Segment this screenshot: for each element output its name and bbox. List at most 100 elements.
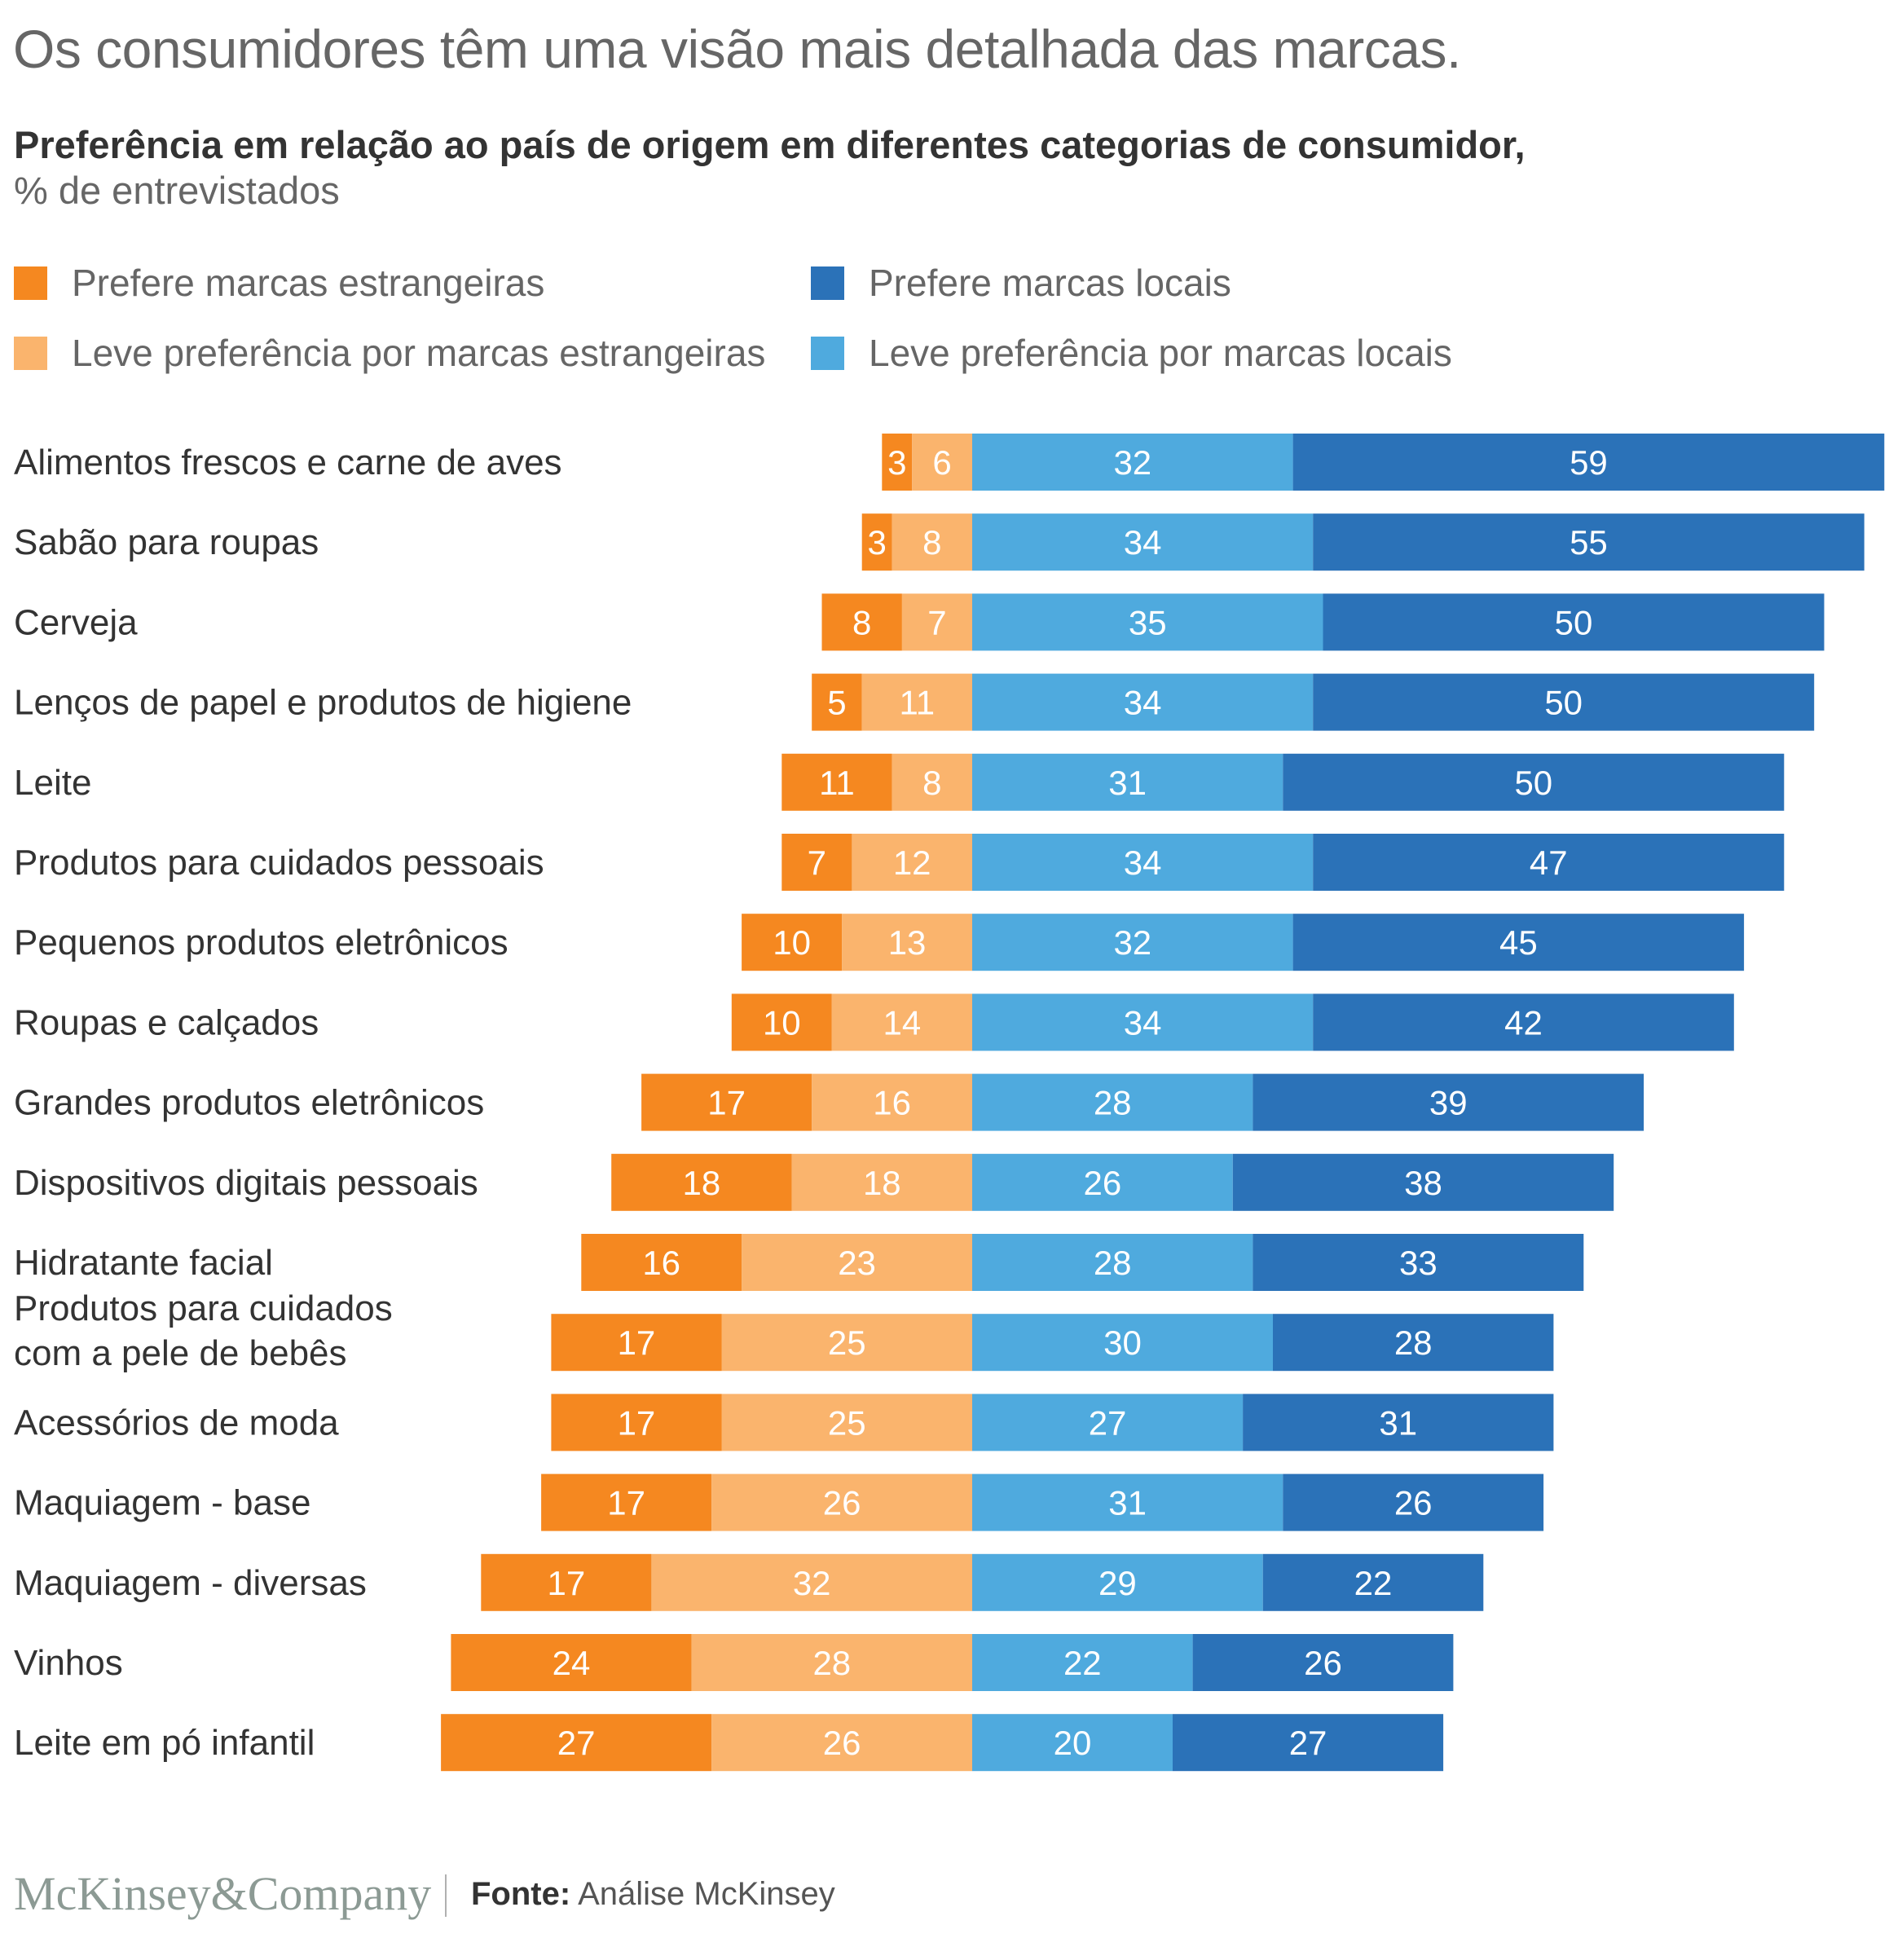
bar-segment-strong-foreign <box>731 993 832 1051</box>
data-label: 26 <box>823 1724 861 1762</box>
data-label: 18 <box>683 1164 721 1202</box>
bar-segment-slight-local <box>972 1634 1193 1691</box>
source-text: Análise McKinsey <box>578 1876 835 1912</box>
bar-segment-strong-foreign <box>861 513 892 571</box>
bar-row: Hidratante facial 16 23 28 33 <box>14 1234 1584 1291</box>
data-label: 25 <box>828 1403 866 1442</box>
data-label: 20 <box>1054 1724 1092 1762</box>
bar-segment-strong-local <box>1173 1714 1444 1772</box>
bar-segment-slight-foreign <box>861 673 972 731</box>
data-label: 32 <box>793 1564 831 1602</box>
legend-item-strong-foreign: Prefere marcas estrangeiras <box>14 262 545 304</box>
bar-row: Vinhos 24 28 22 26 <box>14 1634 1454 1691</box>
data-label: 24 <box>553 1644 591 1682</box>
data-label: 31 <box>1108 764 1147 802</box>
data-label: 25 <box>828 1324 866 1362</box>
data-label: 26 <box>1394 1484 1433 1522</box>
data-label: 17 <box>547 1564 585 1602</box>
bar-row: Grandes produtos eletrônicos 17 16 28 39 <box>14 1073 1644 1131</box>
bar-segment-slight-foreign <box>901 593 972 651</box>
legend-item-slight-local: Leve preferência por marcas locais <box>811 332 1452 374</box>
bar-segment-slight-local <box>972 834 1314 891</box>
bar-segment-slight-foreign <box>812 1073 972 1131</box>
bar-row: Alimentos frescos e carne de aves 3 6 32 59 <box>14 434 1885 491</box>
legend-label: Prefere marcas locais <box>869 262 1231 304</box>
bar-segment-slight-foreign <box>892 753 972 811</box>
legend-label: Leve preferência por marcas estrangeiras <box>72 332 766 374</box>
chart-subtitle: Preferência em relação ao país de origem… <box>14 123 1526 166</box>
bar-segment-strong-local <box>1292 434 1885 491</box>
bar-segment-slight-foreign <box>721 1314 972 1372</box>
bar-segment-slight-foreign <box>711 1714 972 1772</box>
bar-segment-slight-local <box>972 914 1293 971</box>
data-label: 7 <box>808 843 826 882</box>
bar-segment-slight-local <box>972 1553 1263 1611</box>
bar-row: Leite 11 8 31 50 <box>14 753 1785 811</box>
data-label: 5 <box>827 684 846 722</box>
bar-segment-strong-local <box>1313 513 1865 571</box>
bar-segment-strong-foreign <box>781 753 892 811</box>
bar-segment-strong-local <box>1283 753 1785 811</box>
bar-segment-slight-foreign <box>721 1394 972 1451</box>
data-label: 10 <box>763 1003 801 1042</box>
data-label: 32 <box>1113 443 1151 482</box>
data-label: 50 <box>1544 684 1583 722</box>
legend-item-strong-local: Prefere marcas locais <box>811 262 1231 304</box>
row-label: Acessórios de moda <box>14 1403 339 1442</box>
data-label: 31 <box>1379 1403 1417 1442</box>
data-label: 47 <box>1530 843 1568 882</box>
bar-segment-strong-local <box>1323 593 1825 651</box>
bar-row: Dispositivos digitais pessoais 18 18 26 38 <box>14 1153 1614 1211</box>
mckinsey-logo: McKinsey&Company <box>14 1867 432 1920</box>
data-label: 7 <box>927 603 946 641</box>
data-label: 3 <box>887 443 906 482</box>
row-label: Hidratante facial <box>14 1243 273 1283</box>
bar-segment-strong-local <box>1313 673 1815 731</box>
data-label: 8 <box>922 523 941 562</box>
data-label: 13 <box>888 923 927 962</box>
bar-segment-slight-local <box>972 993 1314 1051</box>
bar-segment-slight-local <box>972 1234 1253 1291</box>
bar-row: Roupas e calçados 10 14 34 42 <box>14 993 1734 1051</box>
bar-segment-strong-foreign <box>541 1473 712 1531</box>
data-label: 28 <box>1094 1084 1132 1122</box>
legend-swatch-slight-foreign <box>14 336 47 370</box>
row-label: Produtos para cuidados pessoais <box>14 843 544 883</box>
bar-row: Acessórios de moda 17 25 27 31 <box>14 1394 1554 1451</box>
row-label: Leite em pó infantil <box>14 1723 315 1763</box>
bar-segment-slight-local <box>972 753 1283 811</box>
bar-segment-slight-local <box>972 673 1314 731</box>
data-label: 30 <box>1103 1324 1142 1362</box>
data-label: 28 <box>812 1644 851 1682</box>
legend-label: Prefere marcas estrangeiras <box>72 262 545 304</box>
bar-row: Maquiagem - base 17 26 31 26 <box>14 1473 1544 1531</box>
bar-row: Cerveja 8 7 35 50 <box>14 593 1825 651</box>
bar-row: Sabão para roupas 3 8 34 55 <box>14 513 1865 571</box>
chart-unit-label: % de entrevistados <box>14 169 340 212</box>
bar-segment-strong-foreign <box>481 1553 652 1611</box>
data-label: 17 <box>618 1403 656 1442</box>
data-label: 50 <box>1555 603 1593 641</box>
bar-segment-slight-local <box>972 434 1293 491</box>
data-label: 18 <box>863 1164 901 1202</box>
bar-segment-strong-local <box>1262 1553 1484 1611</box>
data-label: 8 <box>852 603 871 641</box>
data-label: 10 <box>773 923 811 962</box>
bar-segment-strong-foreign <box>641 1073 812 1131</box>
row-label: Dispositivos digitais pessoais <box>14 1163 478 1203</box>
bar-segment-strong-local <box>1313 834 1785 891</box>
bar-segment-strong-local <box>1253 1073 1644 1131</box>
bar-segment-slight-foreign <box>842 914 972 971</box>
data-label: 35 <box>1129 603 1167 641</box>
bar-segment-strong-foreign <box>812 673 862 731</box>
bar-segment-strong-foreign <box>882 434 913 491</box>
bar-segment-slight-foreign <box>892 513 972 571</box>
bar-segment-strong-local <box>1253 1234 1584 1291</box>
bar-segment-slight-foreign <box>791 1153 972 1211</box>
bar-row: Pequenos produtos eletrônicos 10 13 32 45 <box>14 914 1745 971</box>
data-label: 27 <box>557 1724 596 1762</box>
data-label: 11 <box>819 764 855 802</box>
data-label: 26 <box>823 1484 861 1522</box>
data-label: 27 <box>1289 1724 1327 1762</box>
data-label: 22 <box>1354 1564 1393 1602</box>
